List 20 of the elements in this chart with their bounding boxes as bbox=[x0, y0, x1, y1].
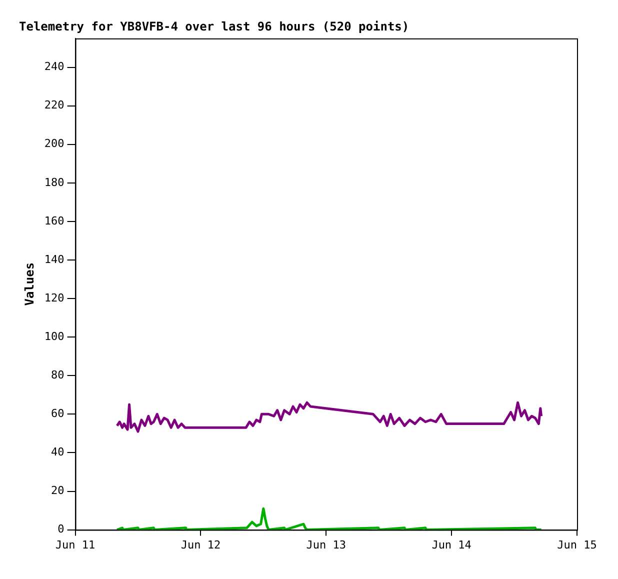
y-axis-title: Values bbox=[22, 262, 36, 306]
y-tick-label: 100 bbox=[44, 330, 64, 343]
x-tick-label: Jun 14 bbox=[432, 538, 472, 552]
y-tick-label: 240 bbox=[44, 60, 64, 74]
y-tick-label: 80 bbox=[51, 368, 64, 382]
x-tick-label: Jun 15 bbox=[557, 538, 597, 552]
y-tick-label: 220 bbox=[44, 98, 64, 112]
x-tick-label: Jun 13 bbox=[306, 538, 346, 552]
y-tick-label: 20 bbox=[51, 484, 64, 498]
x-tick-label: Jun 11 bbox=[55, 538, 96, 552]
y-tick-label: 0 bbox=[58, 522, 64, 536]
y-tick-label: 200 bbox=[44, 137, 64, 150]
y-tick-label: 180 bbox=[44, 176, 64, 189]
y-tick-label: 120 bbox=[44, 291, 64, 304]
y-tick-label: 160 bbox=[44, 214, 64, 228]
y-tick-label: 60 bbox=[51, 407, 64, 420]
chart-title: Telemetry for YB8VFB-4 over last 96 hours (520 points) bbox=[19, 19, 410, 34]
y-tick-label: 140 bbox=[44, 252, 64, 266]
y-tick-label: 40 bbox=[51, 446, 64, 459]
x-tick-label: Jun 12 bbox=[180, 538, 221, 552]
